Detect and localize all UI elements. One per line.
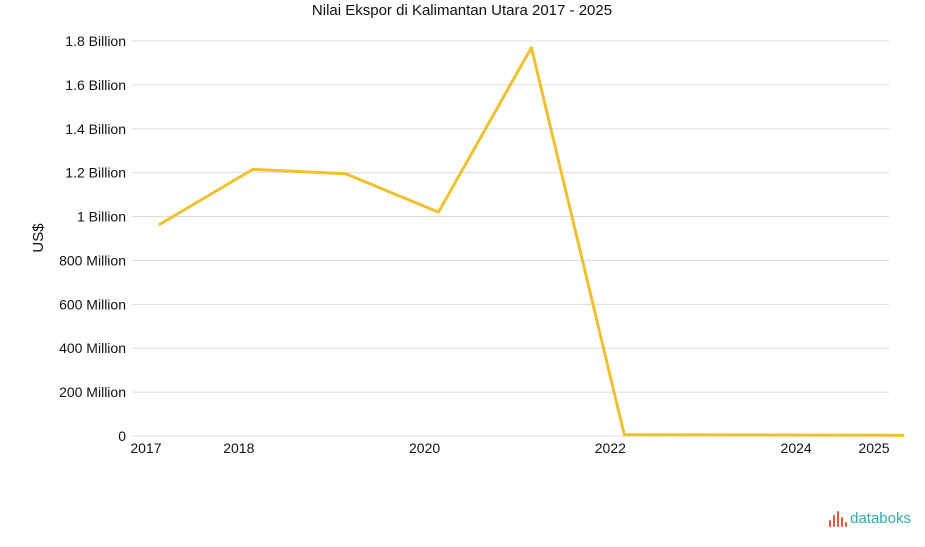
y-tick-label: 1.4 Billion xyxy=(65,121,126,137)
x-tick-label: 2022 xyxy=(595,440,626,456)
y-tick-label: 600 Million xyxy=(59,296,126,312)
x-axis-ticks: 2017 2018 2020 2022 2024 2025 xyxy=(130,440,889,456)
y-tick-label: 200 Million xyxy=(59,384,126,400)
databoks-logo: databoks xyxy=(829,510,911,527)
y-tick-label: 1.6 Billion xyxy=(65,77,126,93)
x-tick-label: 2018 xyxy=(223,440,254,456)
y-tick-label: 1 Billion xyxy=(77,209,126,225)
series-layer xyxy=(158,46,905,437)
chart-title: Nilai Ekspor di Kalimantan Utara 2017 - … xyxy=(312,2,612,19)
x-tick-label: 2020 xyxy=(409,440,440,456)
databoks-wordmark: databoks xyxy=(850,510,911,527)
x-tick-label: 2024 xyxy=(781,440,812,456)
y-tick-label: 800 Million xyxy=(59,252,126,268)
y-tick-label: 1.8 Billion xyxy=(65,33,126,49)
y-axis-ticks: 0 200 Million 400 Million 600 Million 800 Mi… xyxy=(59,33,126,444)
y-tick-label: 400 Million xyxy=(59,340,126,356)
y-tick-label: 1.2 Billion xyxy=(65,165,126,181)
y-tick-label: 0 xyxy=(118,428,126,444)
x-tick-label: 2025 xyxy=(858,440,889,456)
x-tick-label: 2017 xyxy=(130,440,161,456)
y-axis-label: US$ xyxy=(30,223,47,253)
series-line xyxy=(158,46,905,437)
grid-lines xyxy=(132,40,889,437)
databoks-bars-icon xyxy=(829,510,848,527)
